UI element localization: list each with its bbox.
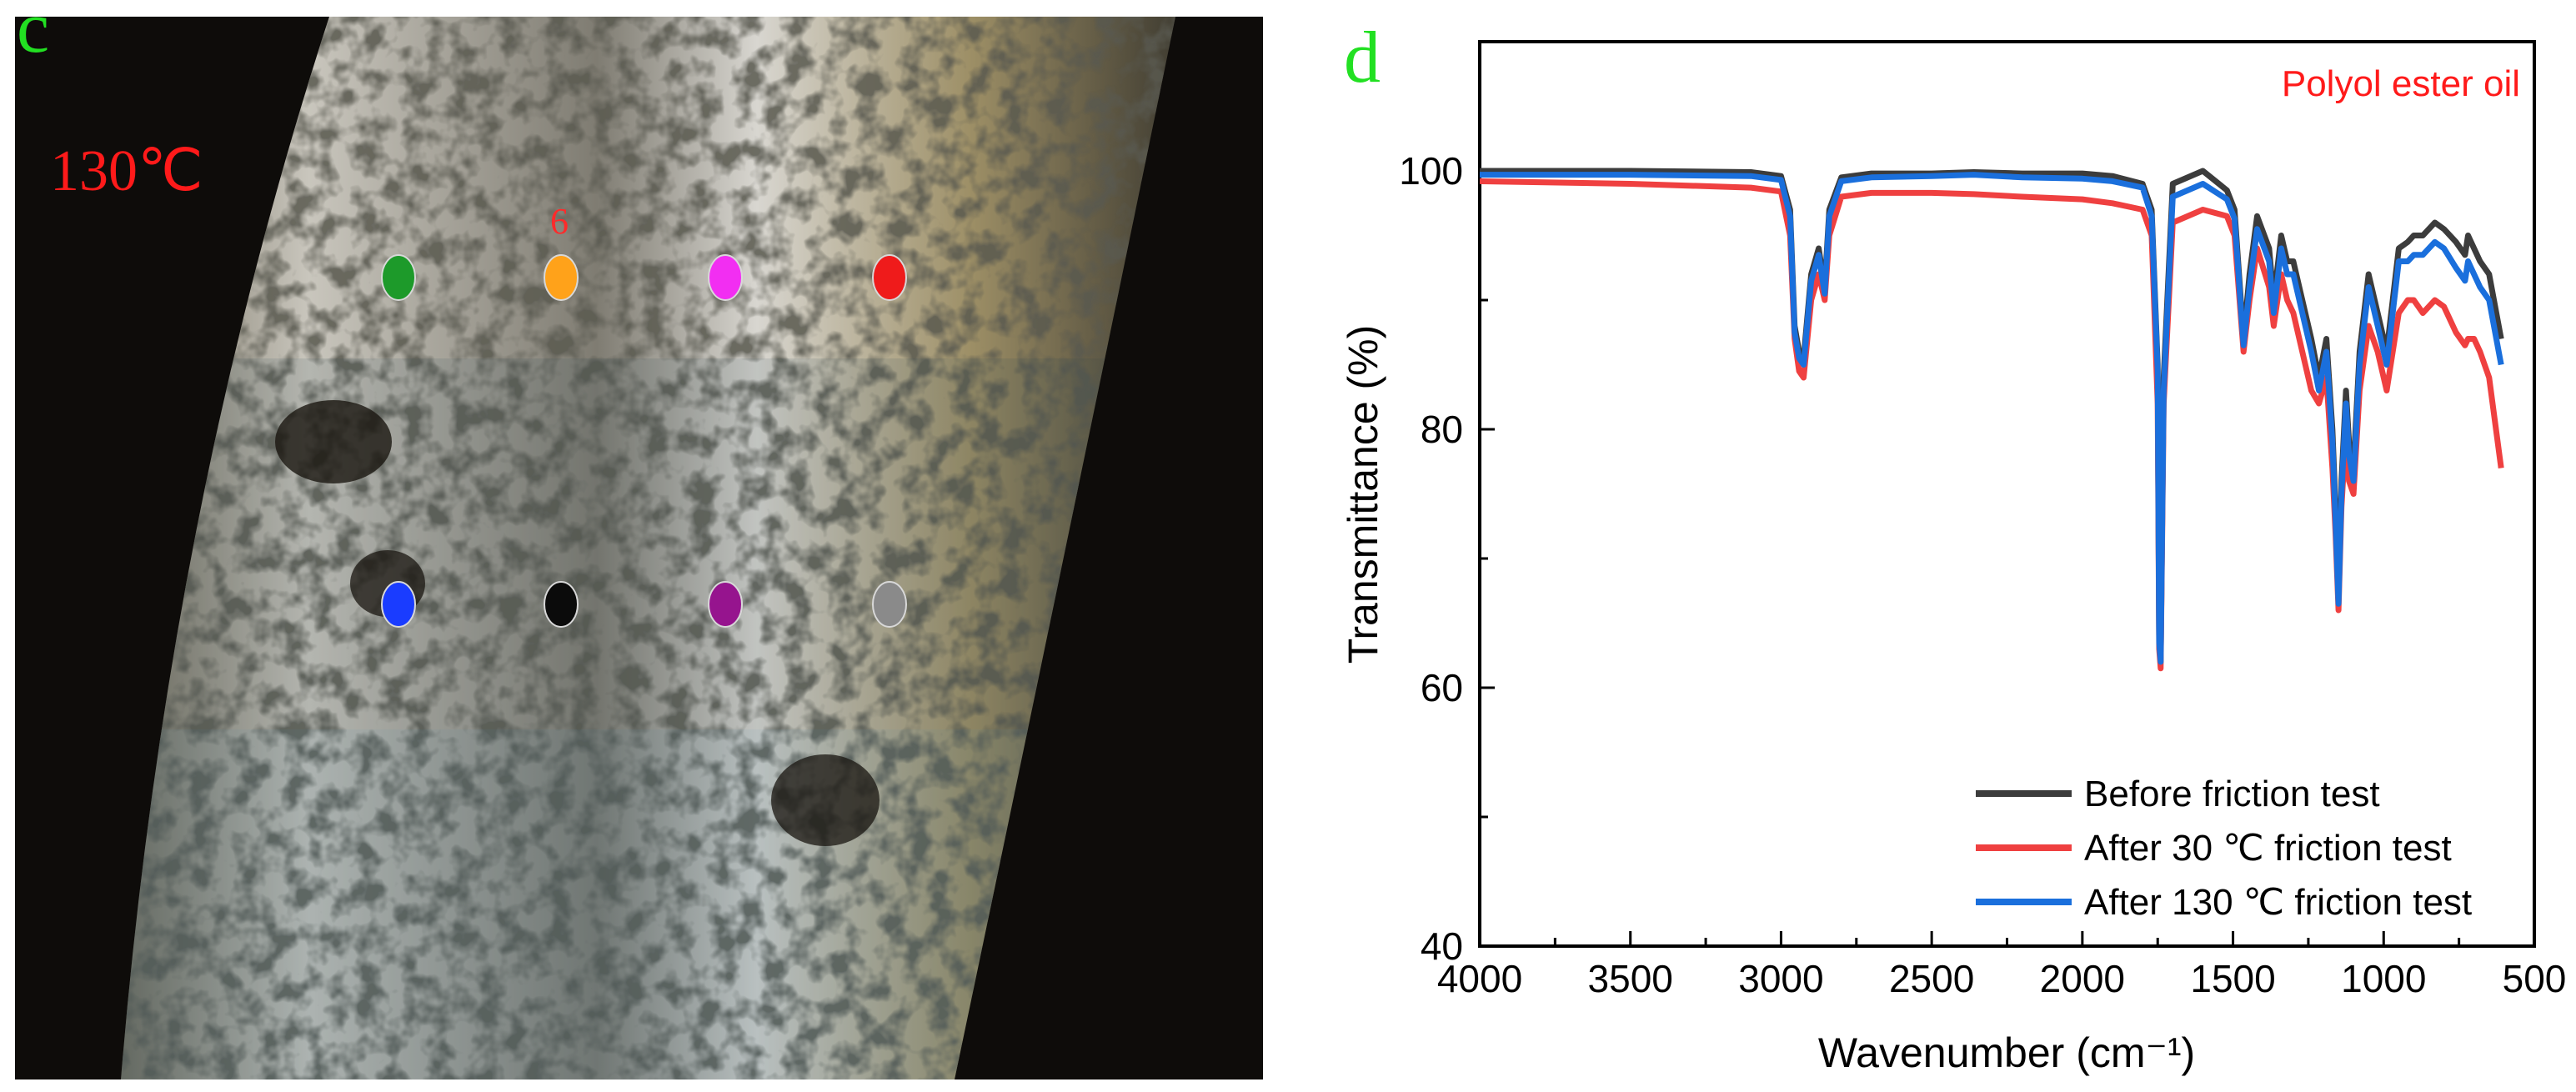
analysis-spot-8 (872, 581, 907, 628)
y-axis-title: Transmittance (%) (1340, 325, 1386, 664)
y-tick-label: 40 (1421, 924, 1463, 968)
analysis-spot-2 (544, 254, 579, 301)
spot-number-label: 6 (550, 201, 569, 242)
analysis-spot-1 (381, 254, 416, 301)
analysis-spot-5 (381, 581, 416, 628)
x-axis-title: Wavenumber (cm⁻¹) (1818, 1029, 2195, 1076)
chart-legend: Before friction test After 30 ℃ friction … (1976, 774, 2472, 923)
y-tick-label: 80 (1421, 408, 1463, 451)
y-tick-label: 60 (1421, 666, 1463, 709)
micrograph-panel: c 130℃ 6 (15, 0, 1263, 1079)
legend-label-2: After 30 ℃ friction test (2084, 828, 2452, 869)
legend-label-1: Before friction test (2084, 774, 2380, 814)
analysis-spot-4 (872, 254, 907, 301)
x-tick-label: 2500 (1889, 957, 1974, 1000)
x-tick-label: 500 (2503, 957, 2567, 1000)
x-tick-label: 4000 (1437, 957, 1522, 1000)
ftir-chart-panel: d 4000 3500 3000 2500 2000 1500 1000 500 40 60 80 1… (1340, 18, 2566, 1076)
chart-annotation: Polyol ester oil (2282, 63, 2520, 104)
analysis-spot-3 (708, 254, 743, 301)
analysis-spot-7 (708, 581, 743, 628)
panel-c-letter: c (17, 0, 49, 68)
series-layer (1480, 168, 2504, 672)
series-line-3 (1480, 172, 2504, 665)
legend-label-3: After 130 ℃ friction test (2084, 882, 2472, 923)
analysis-spot-6 (544, 581, 579, 628)
x-tick-label: 3000 (1738, 957, 1823, 1000)
x-tick-label: 1500 (2190, 957, 2275, 1000)
analysis-spots (381, 254, 907, 628)
wear-track-strip (121, 17, 1175, 1079)
temperature-label: 130℃ (50, 139, 203, 203)
y-tick-label: 100 (1399, 149, 1463, 193)
x-tick-label: 3500 (1588, 957, 1673, 1000)
axis-ticks: 4000 3500 3000 2500 2000 1500 1000 500 40 60 80 100 (1399, 149, 2566, 1000)
panel-d-letter: d (1344, 18, 1381, 98)
x-tick-label: 1000 (2341, 957, 2426, 1000)
x-tick-label: 2000 (2040, 957, 2125, 1000)
